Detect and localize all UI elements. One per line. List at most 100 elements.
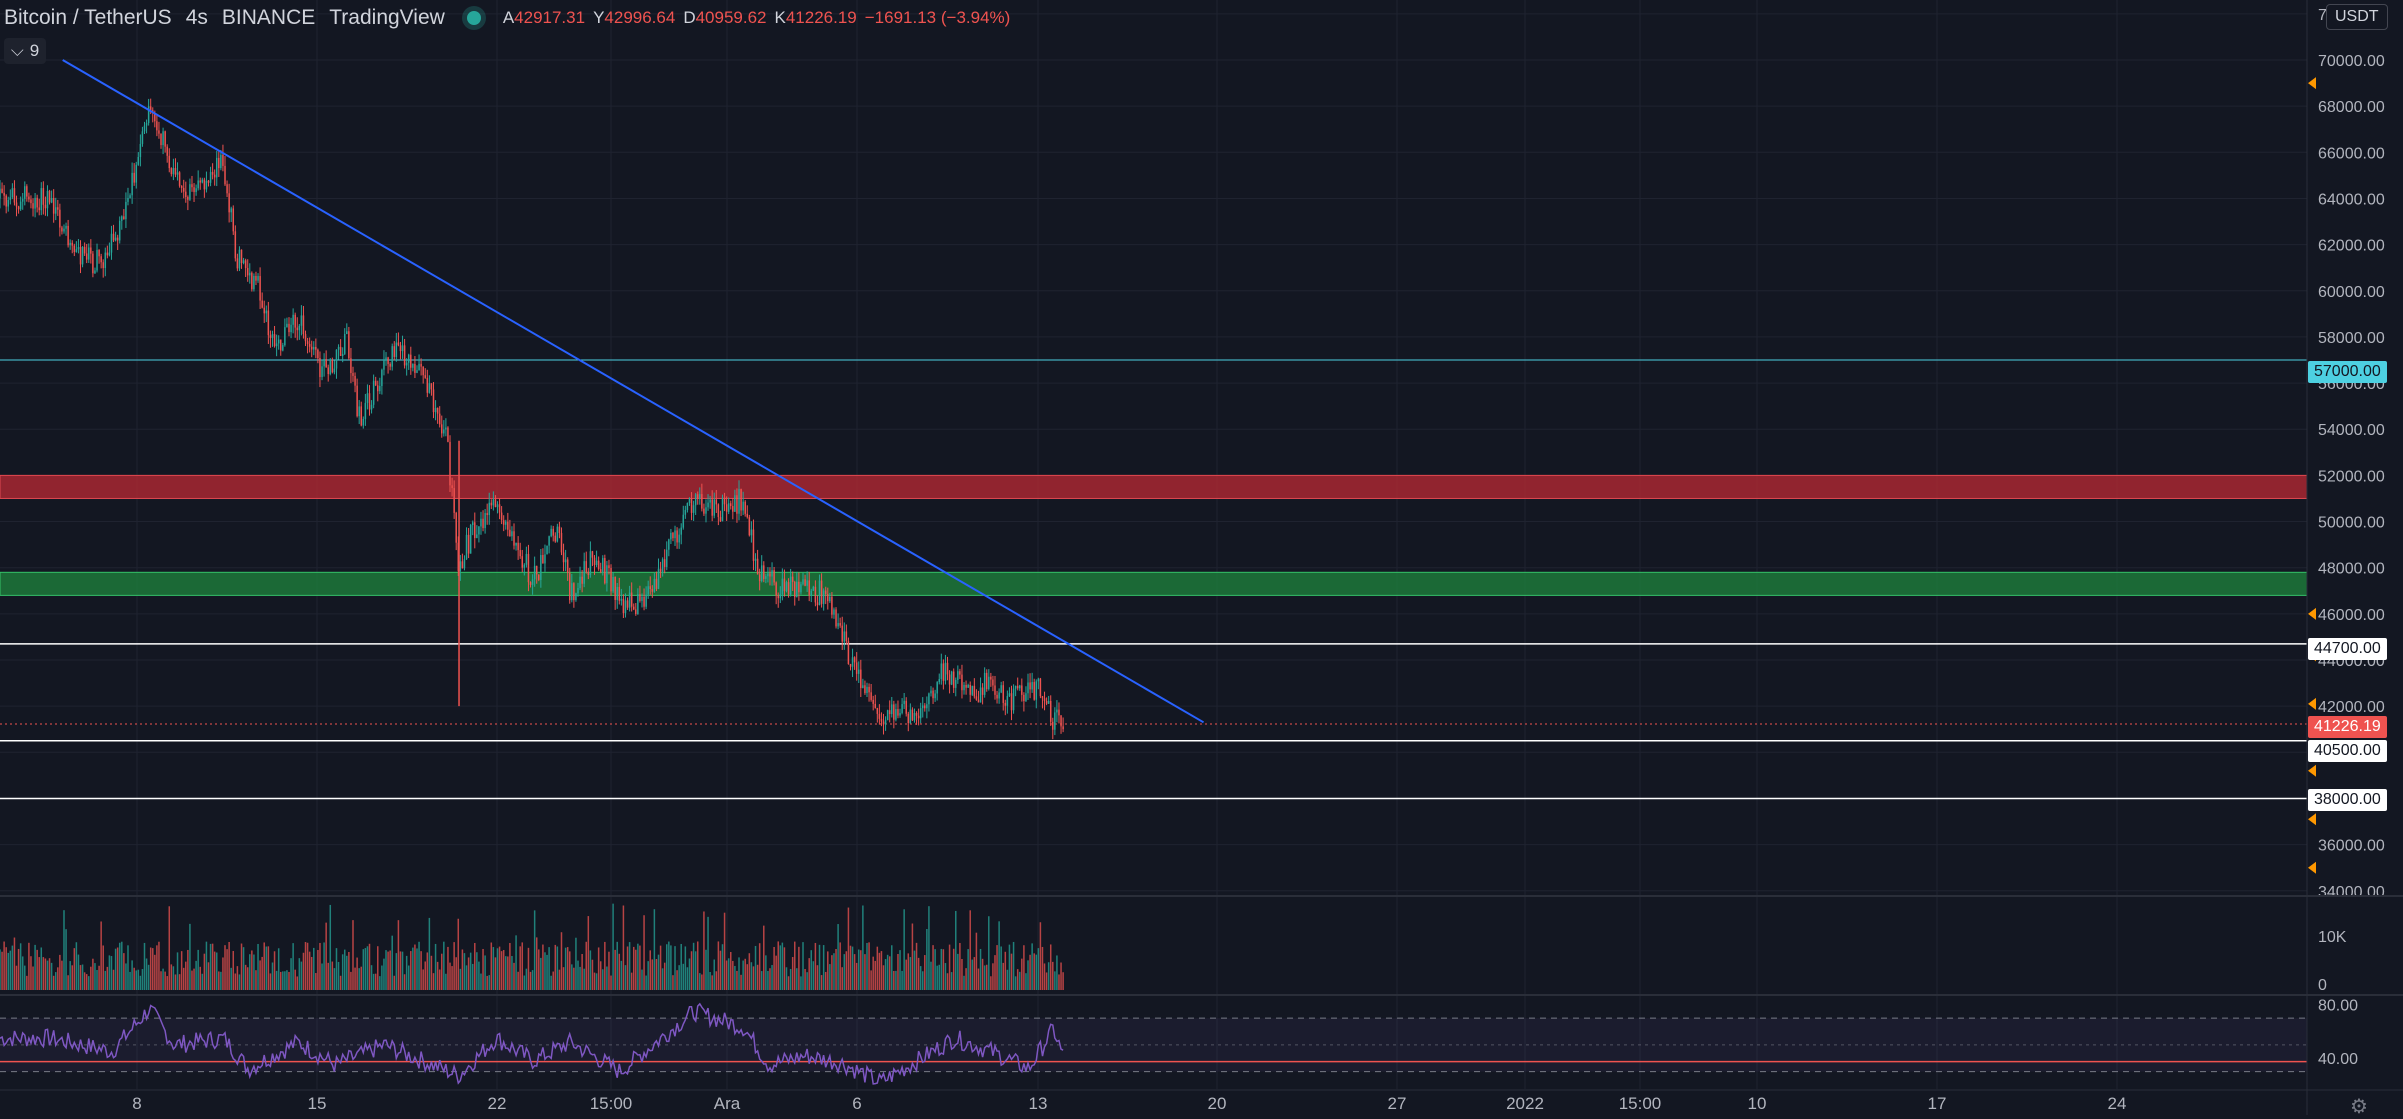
candle-body — [705, 507, 707, 514]
volume-bar — [789, 968, 792, 990]
candle-body — [845, 631, 848, 642]
candle-body — [331, 359, 334, 373]
candle-body — [174, 168, 177, 175]
volume-bar — [752, 966, 755, 990]
volume-bar — [670, 945, 672, 990]
candle — [544, 544, 546, 572]
volume-bar — [583, 968, 585, 990]
candle-body — [21, 198, 24, 202]
candle-body — [341, 353, 344, 356]
candle-body — [645, 594, 647, 607]
volume-bar — [517, 971, 519, 990]
volume-bar — [812, 961, 815, 990]
candle-body — [222, 154, 224, 166]
volume-bar — [624, 965, 627, 990]
candle — [240, 249, 243, 269]
candle-body — [946, 662, 949, 675]
candle-body — [418, 363, 420, 371]
candle — [346, 323, 348, 335]
candle-body — [864, 685, 866, 694]
interval-label[interactable]: 4s — [185, 6, 208, 29]
candle-body — [284, 327, 286, 346]
candle-body — [490, 502, 493, 506]
candle-body — [230, 208, 232, 213]
candle — [696, 491, 699, 505]
volume-bar — [139, 975, 142, 990]
candle-body — [661, 559, 664, 572]
candle — [164, 130, 166, 153]
candle-body — [907, 713, 910, 724]
candle-body — [484, 513, 486, 529]
candle — [94, 267, 96, 274]
currency-unit-badge[interactable]: USDT — [2326, 4, 2388, 30]
candle — [878, 704, 881, 725]
candle-body — [655, 578, 658, 589]
volume-bar — [564, 947, 567, 990]
candle-body — [973, 685, 976, 697]
candle-body — [583, 561, 585, 584]
candle-body — [540, 555, 542, 580]
candle-body — [893, 704, 895, 720]
volume-bar — [67, 975, 69, 990]
volume-bar — [566, 947, 569, 990]
candle-body — [643, 596, 645, 607]
candle — [438, 406, 441, 428]
volume-bar — [269, 973, 272, 990]
volume-bar — [255, 970, 257, 990]
volume-bar — [1010, 953, 1013, 990]
candle-body — [921, 705, 924, 709]
candle — [92, 251, 94, 278]
candle — [612, 572, 614, 594]
candle-body — [519, 550, 521, 557]
volume-bar — [242, 947, 245, 990]
volume-bar — [1037, 948, 1040, 990]
volume-bar — [878, 952, 881, 990]
candle-body — [232, 208, 235, 232]
candle — [81, 246, 84, 268]
symbol-name[interactable]: Bitcoin / TetherUS — [4, 6, 172, 29]
support-zone — [0, 571, 2308, 596]
volume-bar — [975, 932, 978, 990]
candle — [374, 376, 377, 387]
candle-body — [224, 165, 226, 185]
volume-bar — [377, 946, 379, 990]
candle — [54, 197, 57, 221]
candle-body — [180, 185, 183, 188]
alert-marker-icon — [2308, 764, 2316, 777]
volume-bar — [197, 949, 199, 990]
candle-body — [1016, 685, 1019, 689]
candle — [3, 185, 5, 206]
candle — [814, 580, 817, 607]
volume-bar — [325, 922, 327, 990]
candle — [185, 181, 187, 203]
volume-bar — [1016, 969, 1019, 990]
volume-bar — [79, 965, 82, 990]
volume-bar — [502, 949, 505, 990]
candle — [416, 365, 418, 374]
candle-body — [381, 369, 383, 387]
candle — [678, 528, 680, 549]
candle — [909, 703, 912, 724]
volume-bar — [1008, 944, 1011, 990]
candle-body — [969, 684, 971, 695]
volume-bar — [108, 955, 111, 990]
candle — [304, 330, 307, 347]
volume-bar — [928, 906, 930, 990]
candle-body — [738, 489, 740, 514]
candle — [946, 656, 949, 681]
candle — [938, 673, 940, 685]
volume-bar — [552, 971, 554, 990]
gear-icon[interactable]: ⚙ — [2350, 1096, 2368, 1118]
volume-bar — [125, 963, 127, 990]
volume-bar — [930, 961, 932, 990]
candle-body — [368, 393, 371, 410]
candle-body — [684, 509, 687, 515]
candle-body — [767, 573, 769, 577]
volume-bar — [1025, 973, 1027, 990]
candle — [959, 668, 961, 679]
time-tick-label: 2022 — [1506, 1094, 1544, 1113]
candle — [79, 240, 82, 274]
indicators-collapse-button[interactable]: ⌵ 9 — [4, 38, 46, 64]
candle — [575, 592, 577, 602]
